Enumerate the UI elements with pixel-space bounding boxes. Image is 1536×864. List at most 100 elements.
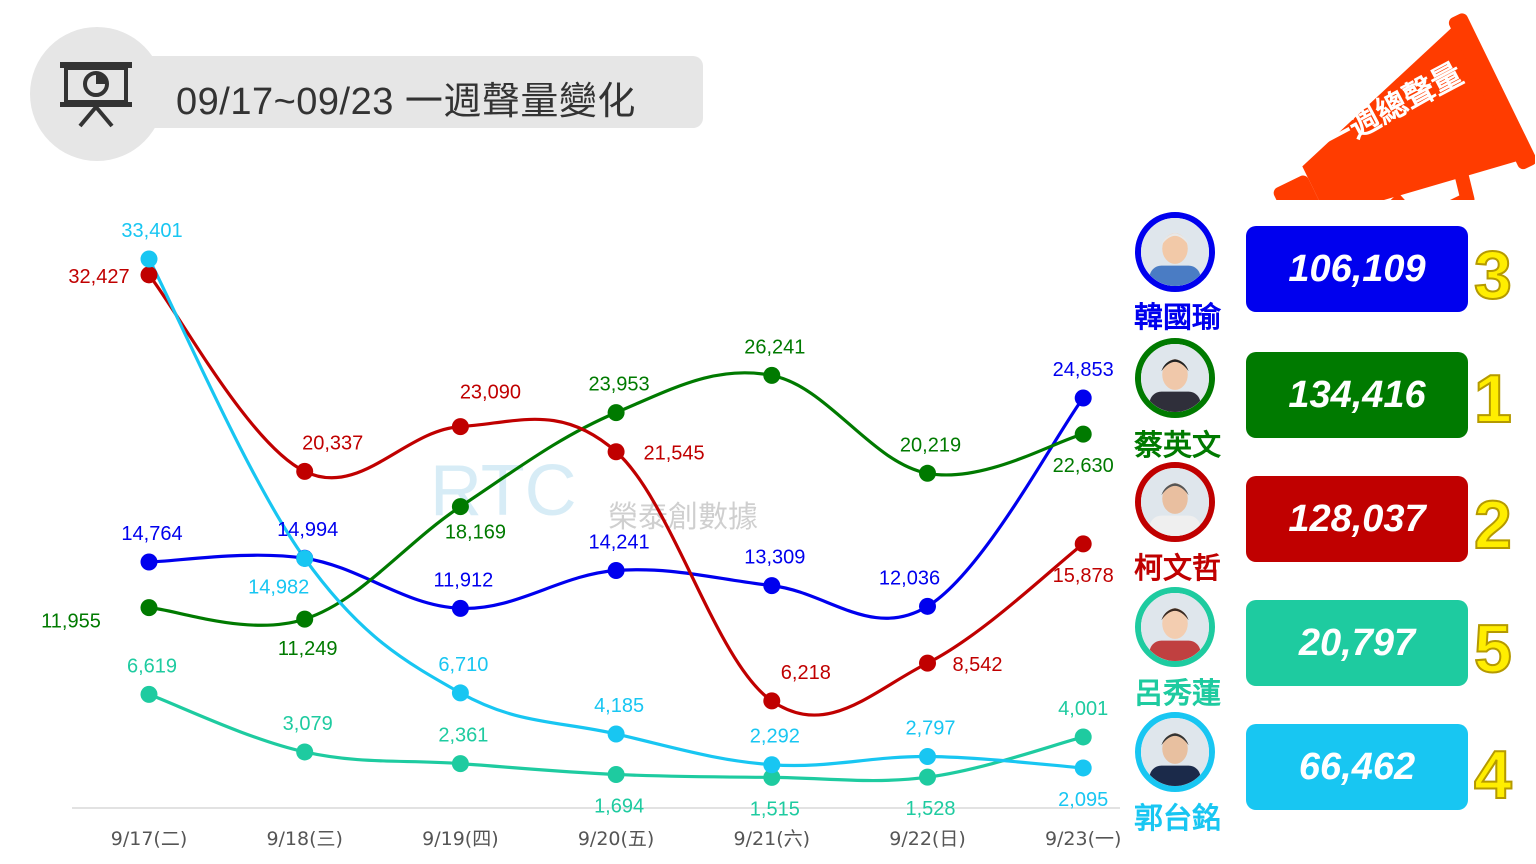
- x-tick-label: 9/19(四): [422, 828, 499, 850]
- data-point: [919, 748, 936, 766]
- data-point: [919, 464, 936, 482]
- rank-number: 5: [1473, 610, 1513, 688]
- data-point: [1074, 759, 1092, 777]
- data-label: 15,878: [1053, 565, 1114, 587]
- data-point: [763, 756, 781, 774]
- data-label: 11,955: [41, 611, 101, 633]
- data-label: 22,630: [1053, 455, 1114, 477]
- rank-number: 4: [1473, 736, 1513, 814]
- data-point: [1074, 389, 1092, 407]
- rank-number: 3: [1473, 236, 1513, 314]
- data-point: [607, 404, 625, 422]
- data-point: [451, 755, 469, 773]
- data-point: [451, 418, 469, 436]
- data-label: 24,853: [1053, 359, 1114, 381]
- data-point: [763, 577, 781, 595]
- data-point: [763, 692, 781, 710]
- candidate-avatar: [1135, 212, 1215, 292]
- data-label: 20,219: [900, 434, 961, 456]
- data-label: 14,982: [248, 576, 309, 598]
- data-label: 3,079: [283, 713, 333, 735]
- presentation-icon: [60, 62, 132, 128]
- weekly-total-value: 66,462: [1246, 724, 1468, 810]
- weekly-total-value: 128,037: [1246, 476, 1468, 562]
- data-label: 2,095: [1058, 789, 1108, 811]
- x-tick-label: 9/18(三): [266, 828, 343, 850]
- data-label: 33,401: [121, 220, 182, 242]
- candidate-name: 郭台銘: [1134, 801, 1222, 835]
- data-label: 6,218: [781, 662, 831, 684]
- x-tick-label: 9/21(六): [734, 828, 811, 850]
- data-point: [607, 443, 625, 461]
- data-point: [451, 498, 469, 516]
- data-label: 11,912: [434, 569, 494, 591]
- data-label: 13,309: [744, 547, 805, 569]
- data-label: 2,361: [438, 725, 488, 747]
- megaphone-icon: 一週總聲量: [1273, 13, 1535, 200]
- data-point: [607, 561, 625, 579]
- data-point: [296, 610, 314, 628]
- data-point: [763, 366, 781, 384]
- candidate-name: 呂秀蓮: [1134, 676, 1222, 710]
- rank-number: 2: [1473, 486, 1513, 564]
- candidate-avatar: [1135, 338, 1215, 418]
- page-title: 09/17~09/23 一週聲量變化: [176, 81, 636, 123]
- data-label: 14,994: [277, 519, 338, 541]
- data-point: [296, 462, 314, 480]
- data-label: 1,515: [750, 798, 800, 820]
- data-label: 23,953: [589, 374, 650, 396]
- data-point: [607, 725, 625, 743]
- data-point: [919, 768, 936, 786]
- data-label: 8,542: [952, 654, 1002, 676]
- data-label: 2,292: [750, 726, 800, 748]
- data-label: 6,619: [127, 655, 177, 677]
- data-label: 2,797: [905, 718, 955, 740]
- data-point: [140, 250, 158, 268]
- title-bar: [100, 56, 703, 128]
- x-tick-label: 9/17(二): [111, 828, 188, 850]
- candidate-avatar: [1135, 462, 1215, 542]
- candidate-avatar: [1135, 712, 1215, 792]
- candidate-name: 蔡英文: [1134, 428, 1222, 462]
- data-label: 4,185: [594, 695, 644, 717]
- data-point: [763, 768, 781, 786]
- data-label: 18,169: [445, 522, 506, 544]
- data-label: 4,001: [1058, 698, 1108, 720]
- series-line-4: [147, 258, 1084, 770]
- data-point: [140, 266, 158, 284]
- data-point: [919, 597, 936, 615]
- data-point: [1074, 425, 1092, 443]
- data-label: 20,337: [302, 432, 363, 454]
- data-point: [140, 685, 158, 703]
- x-tick-label: 9/22(日): [889, 828, 966, 850]
- data-point: [607, 765, 625, 783]
- data-label: 21,545: [644, 443, 705, 465]
- weekly-total-value: 106,109: [1246, 226, 1468, 312]
- candidate-avatar: [1135, 587, 1215, 667]
- data-label: 26,241: [744, 336, 805, 358]
- watermark-text: 榮泰創數據: [608, 500, 758, 535]
- rank-number: 1: [1473, 360, 1513, 438]
- data-label: 14,764: [121, 523, 182, 545]
- data-point: [1074, 728, 1092, 746]
- watermark-logo: RTC: [430, 451, 577, 531]
- data-point: [296, 549, 314, 567]
- data-label: 14,241: [589, 531, 650, 553]
- data-label: 1,694: [594, 795, 644, 817]
- data-point: [1074, 535, 1092, 553]
- candidate-name: 韓國瑜: [1134, 300, 1222, 334]
- data-label: 1,528: [905, 798, 955, 820]
- data-point: [451, 599, 469, 617]
- watermark: RTC 榮泰創數據: [430, 445, 790, 535]
- candidate-name: 柯文哲: [1134, 551, 1222, 585]
- data-label: 32,427: [68, 266, 129, 288]
- data-label: 6,710: [438, 654, 488, 676]
- weekly-total-value: 20,797: [1246, 600, 1468, 686]
- weekly-total-value: 134,416: [1246, 352, 1468, 438]
- x-tick-label: 9/23(一): [1045, 828, 1122, 850]
- data-point: [140, 553, 158, 571]
- data-label: 23,090: [460, 382, 521, 404]
- data-point: [296, 743, 314, 761]
- data-point: [451, 684, 469, 702]
